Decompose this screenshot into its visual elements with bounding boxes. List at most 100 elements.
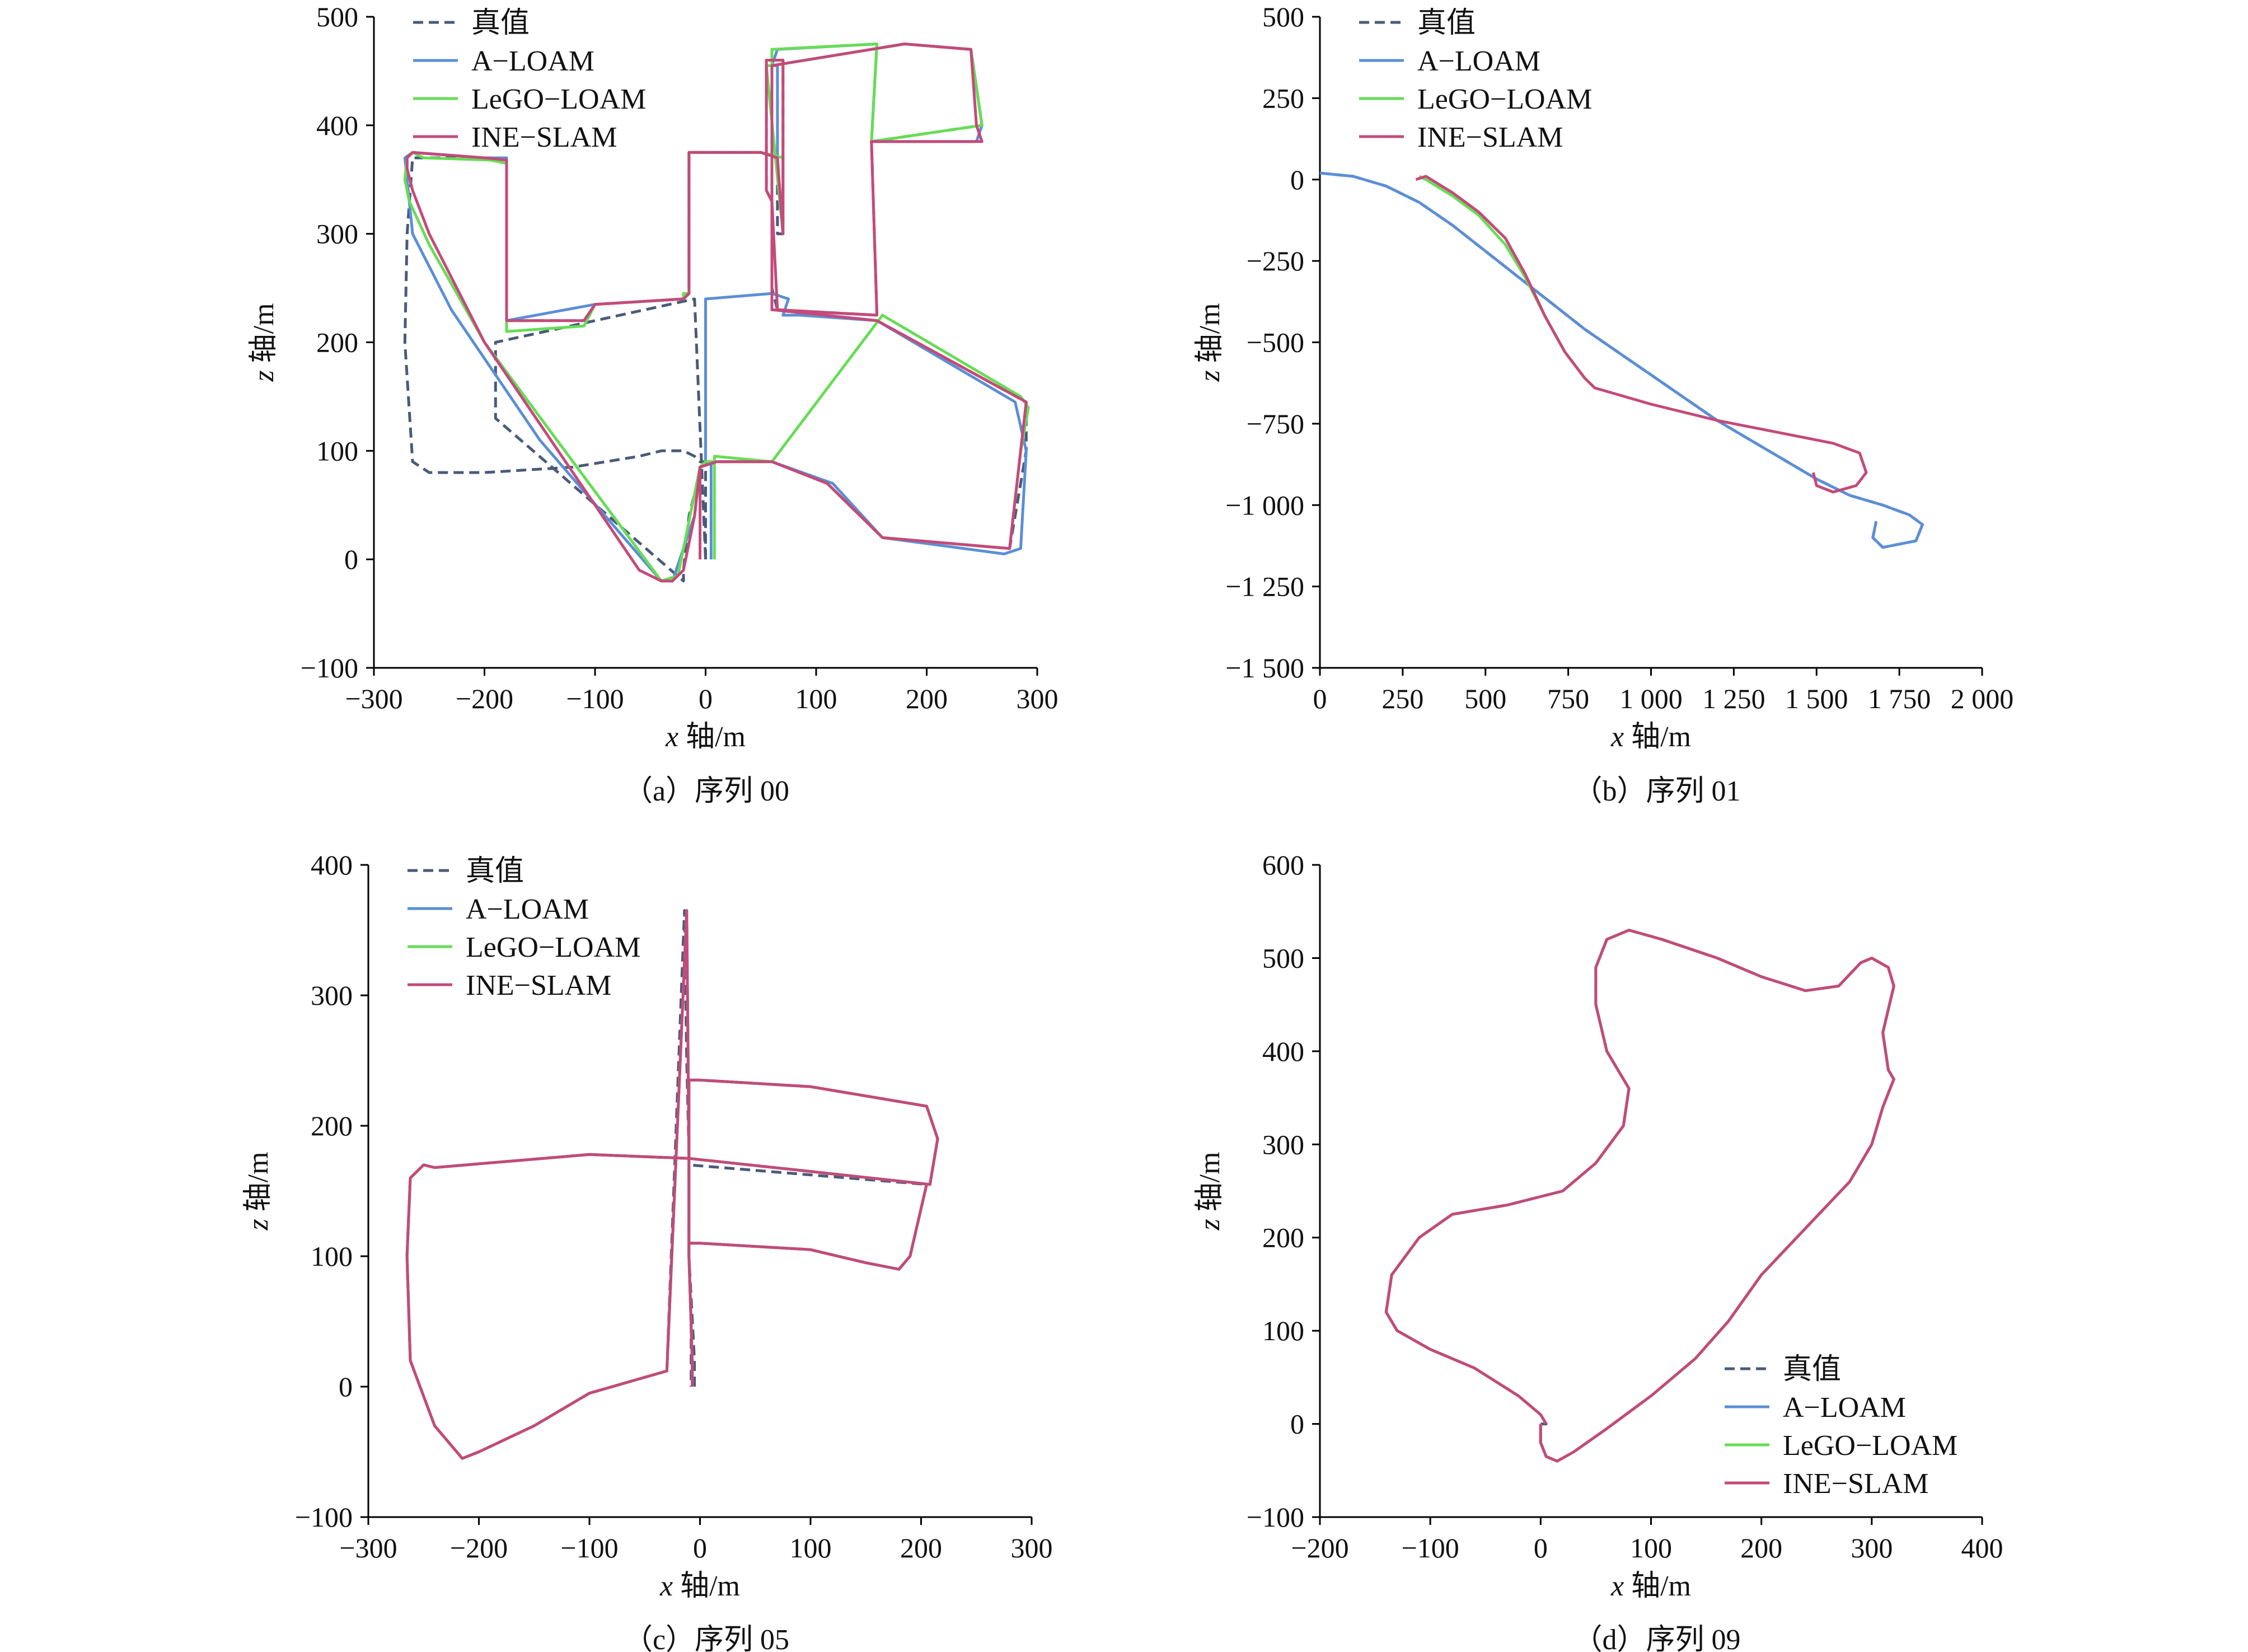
y-tick-label: 400 (311, 849, 353, 881)
y-axis-label: z 轴/m (1194, 1152, 1226, 1230)
y-tick-label: 100 (311, 1241, 353, 1272)
legend: 真值 A−LOAM LeGO−LOAM INE−SLAM (1725, 1354, 1957, 1500)
legend-label: INE−SLAM (471, 121, 617, 153)
x-tick-label: 1 000 (1619, 683, 1683, 714)
chart-panel-1: −300 −200 −100 0 100 200 300 −100 0 100 200 300 400 5… (248, 1, 1059, 807)
x-tick-label: 1 250 (1702, 683, 1765, 714)
legend-label: INE−SLAM (1417, 121, 1563, 153)
panel-caption: （d）序列 09 (1573, 1624, 1740, 1652)
x-tick-label: 0 (1313, 683, 1327, 714)
y-tick-label: −1 250 (1225, 571, 1304, 602)
x-tick-label: 0 (1534, 1532, 1548, 1564)
series-line-4 (405, 43, 1028, 583)
legend-label: 真值 (471, 7, 530, 39)
chart-panel-3: −300 −200 −100 0 100 200 300 −100 0 100 200 300 400 x… (242, 849, 1053, 1652)
y-axis-label: z 轴/m (242, 1152, 274, 1230)
x-tick-label: 1 750 (1868, 683, 1931, 714)
x-tick-label: 200 (906, 683, 948, 714)
legend-label: INE−SLAM (1783, 1468, 1928, 1500)
x-axis-label: x 轴/m (1610, 1570, 1691, 1602)
panel-caption: （a）序列 00 (624, 775, 789, 807)
y-tick-label: 100 (1262, 1315, 1304, 1346)
chart-panel-2: 0 250 500 750 1 000 1 250 1 500 1 750 2 000 −1 50… (1194, 1, 2013, 807)
legend-label: A−LOAM (1783, 1392, 1906, 1424)
y-tick-label: 250 (1262, 82, 1304, 114)
x-tick-label: 200 (900, 1532, 942, 1564)
y-tick-label: 200 (311, 1110, 353, 1141)
legend-label: INE−SLAM (466, 970, 611, 1002)
legend-label: LeGO−LOAM (1783, 1430, 1957, 1462)
y-tick-label: −750 (1247, 408, 1304, 439)
x-tick-label: 500 (1464, 683, 1506, 714)
y-tick-label: −250 (1247, 245, 1304, 277)
legend-label: LeGO−LOAM (466, 932, 640, 963)
x-tick-label: 100 (790, 1532, 832, 1564)
legend: 真值 A−LOAM LeGO−LOAM INE−SLAM (408, 855, 640, 1002)
y-tick-label: 200 (1262, 1222, 1304, 1253)
y-tick-label: 500 (1262, 1, 1304, 32)
y-tick-label: 500 (1262, 942, 1304, 974)
y-axis-label: z 轴/m (248, 303, 280, 382)
legend: 真值 A−LOAM LeGO−LOAM INE−SLAM (413, 7, 646, 153)
x-tick-label: 100 (1630, 1532, 1672, 1564)
x-axis-label: x 轴/m (1610, 721, 1691, 753)
panel-caption: （b）序列 01 (1573, 775, 1740, 807)
x-tick-label: −100 (566, 683, 624, 714)
x-tick-label: −300 (339, 1532, 397, 1564)
legend-label: A−LOAM (466, 893, 589, 925)
x-tick-label: 1 500 (1785, 683, 1848, 714)
x-tick-label: 250 (1381, 683, 1423, 714)
x-tick-label: −200 (456, 683, 513, 714)
x-tick-label: 2 000 (1951, 683, 2014, 714)
legend-label: LeGO−LOAM (471, 83, 646, 115)
chart-panel-4: −200 −100 0 100 200 300 400−100010020030040050… (1194, 849, 2003, 1652)
y-tick-label: 100 (316, 435, 358, 466)
y-tick-label: 0 (1290, 1408, 1304, 1440)
y-tick-label: −1 000 (1225, 489, 1304, 521)
y-tick-label: −1 500 (1225, 652, 1304, 684)
x-tick-label: −100 (1402, 1532, 1459, 1564)
legend-label: A−LOAM (471, 45, 594, 77)
x-axis-label: x 轴/m (659, 1570, 740, 1602)
x-tick-label: −100 (560, 1532, 618, 1564)
x-tick-label: 750 (1547, 683, 1589, 714)
y-tick-label: 400 (1262, 1036, 1304, 1067)
legend-label: A−LOAM (1417, 45, 1540, 77)
y-tick-label: −100 (301, 652, 358, 684)
y-tick-label: 300 (1262, 1129, 1304, 1160)
series-line-4 (1415, 175, 1868, 494)
series-line-4 (405, 909, 939, 1460)
y-tick-label: 200 (316, 327, 358, 358)
y-tick-label: 0 (339, 1371, 353, 1402)
y-tick-label: −500 (1247, 327, 1304, 358)
legend-label: LeGO−LOAM (1417, 83, 1592, 115)
y-axis-label: z 轴/m (1194, 303, 1226, 382)
y-tick-label: −100 (1247, 1501, 1304, 1533)
series-line-4 (1384, 929, 1895, 1463)
x-tick-label: 300 (1017, 683, 1059, 714)
panel-caption: （c）序列 05 (624, 1624, 789, 1652)
x-tick-label: 0 (693, 1532, 707, 1564)
x-tick-label: −200 (1291, 1532, 1348, 1564)
legend: 真值 A−LOAM LeGO−LOAM INE−SLAM (1359, 7, 1592, 153)
y-tick-label: 0 (1290, 164, 1304, 195)
x-axis-label: x 轴/m (665, 721, 746, 753)
series-line-2 (1319, 171, 1924, 549)
legend-label: 真值 (466, 855, 524, 887)
x-tick-label: 0 (699, 683, 713, 714)
y-tick-label: 600 (1262, 849, 1304, 881)
y-tick-label: 500 (316, 1, 358, 32)
x-tick-label: −300 (345, 683, 402, 714)
y-tick-label: 300 (316, 218, 358, 250)
x-tick-label: 400 (1961, 1532, 2003, 1564)
x-tick-label: 200 (1740, 1532, 1782, 1564)
y-tick-label: 300 (311, 980, 353, 1011)
legend-label: 真值 (1783, 1354, 1841, 1386)
y-tick-label: 400 (316, 110, 358, 141)
y-tick-label: −100 (295, 1501, 353, 1533)
x-tick-label: −200 (450, 1532, 508, 1564)
y-tick-label: 0 (344, 544, 358, 575)
x-tick-label: 100 (795, 683, 837, 714)
legend-label: 真值 (1417, 7, 1476, 39)
